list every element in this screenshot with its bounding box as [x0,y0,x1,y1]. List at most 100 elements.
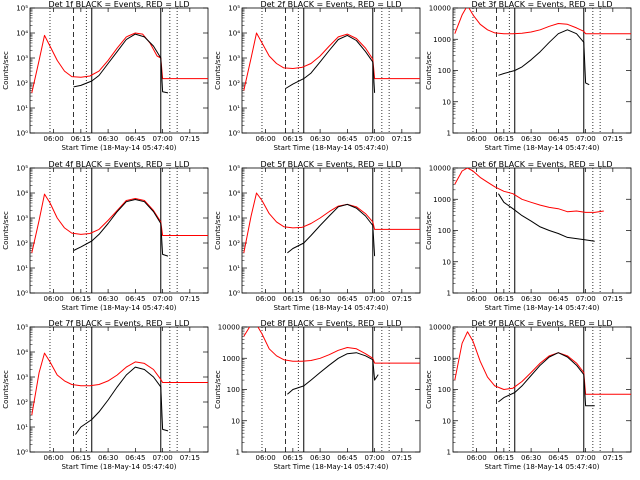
x-tick-label: 07:15 [603,295,623,303]
lld-series-line [243,192,420,253]
y-tick-label: 10⁵ [16,324,28,332]
y-tick-label: 10¹ [16,105,28,113]
chart-title: Det 3f BLACK = Events, RED = LLD [471,0,612,9]
y-tick-label: 10⁴ [228,30,240,38]
y-tick-label: 10¹ [16,424,28,432]
x-tick-label: 06:15 [283,454,303,462]
x-tick-label: 06:00 [467,295,487,303]
events-series-line [73,33,169,94]
x-axis-label: Start Time (18-May-14 05:47:40) [273,144,388,152]
y-tick-label: 10⁴ [16,349,28,357]
y-tick-label: 10² [16,399,28,407]
x-tick-label: 06:00 [467,135,487,143]
y-tick-label: 1000 [433,196,451,204]
x-tick-label: 07:00 [575,454,595,462]
chart-panel: Det 5f BLACK = Events, RED = LLD 06:00 06:… [214,160,421,312]
y-tick-label: 10¹ [228,105,240,113]
x-tick-label: 07:00 [364,295,384,303]
x-tick-label: 06:00 [256,135,276,143]
chart-title: Det 4f BLACK = Events, RED = LLD [48,160,189,169]
y-tick-label: 10000 [429,5,451,13]
y-tick-label: 10 [442,98,451,106]
x-tick-label: 06:45 [337,454,357,462]
y-tick-label: 10³ [228,55,240,63]
x-axis-label: Start Time (18-May-14 05:47:40) [484,304,599,312]
x-tick-label: 07:00 [364,135,384,143]
x-tick-label: 07:15 [603,454,623,462]
y-tick-label: 10³ [228,215,240,223]
x-tick-label: 07:15 [603,135,623,143]
x-tick-label: 06:15 [283,135,303,143]
y-tick-label: 10000 [218,324,240,332]
x-tick-label: 07:00 [575,295,595,303]
x-tick-label: 07:15 [180,295,200,303]
y-tick-label: 10³ [16,215,28,223]
x-tick-label: 06:30 [98,295,118,303]
x-tick-label: 06:45 [548,295,568,303]
y-tick-label: 10⁰ [16,449,28,457]
y-tick-label: 10¹ [16,265,28,273]
x-tick-label: 06:45 [337,295,357,303]
events-series-line [497,193,595,242]
x-tick-label: 06:30 [98,454,118,462]
y-axis-label: Counts/sec [214,370,222,409]
x-axis-label: Start Time (18-May-14 05:47:40) [61,144,176,152]
series-group [454,8,631,86]
y-tick-label: 10⁴ [228,190,240,198]
series-group [31,352,208,435]
x-tick-label: 06:45 [548,454,568,462]
plot-frame [29,167,209,294]
y-tick-label: 10 [231,417,240,425]
chart-title: Det 6f BLACK = Events, RED = LLD [471,160,612,169]
x-axis-label: Start Time (18-May-14 05:47:40) [484,463,599,471]
plot-frame [241,7,421,134]
x-axis-label: Start Time (18-May-14 05:47:40) [61,463,176,471]
x-tick-label: 06:00 [467,454,487,462]
plot-frame [29,326,209,453]
events-series-line [74,366,169,435]
y-tick-label: 10⁴ [16,30,28,38]
events-series-line [498,29,590,86]
x-tick-label: 06:30 [310,454,330,462]
y-tick-label: 1 [447,130,451,138]
y-axis-label: Counts/sec [425,51,433,90]
y-tick-label: 10³ [16,55,28,63]
x-tick-label: 06:00 [256,295,276,303]
x-axis-label: Start Time (18-May-14 05:47:40) [273,304,388,312]
x-tick-label: 07:15 [180,454,200,462]
series-group [454,331,631,407]
series-group [243,327,420,395]
lld-series-line [243,32,420,91]
series-group [31,193,208,257]
chart-panel: Det 9f BLACK = Events, RED = LLD 06:00 06:… [425,319,632,471]
chart-panel: Det 8f BLACK = Events, RED = LLD 06:00 06:… [214,319,421,471]
y-axis-label: Counts/sec [425,370,433,409]
y-tick-label: 1000 [222,355,240,363]
plot-frame [29,7,209,134]
chart-panel: Det 7f BLACK = Events, RED = LLD 06:00 06:… [2,319,209,471]
y-tick-label: 100 [227,386,240,394]
panel-grid: Det 1f BLACK = Events, RED = LLD 06:00 06:… [2,0,632,471]
y-tick-label: 10⁴ [16,190,28,198]
chart-panel: Det 2f BLACK = Events, RED = LLD 06:00 06:… [214,0,421,152]
chart-panel: Det 6f BLACK = Events, RED = LLD 06:00 06:… [425,160,632,312]
x-tick-label: 06:30 [310,135,330,143]
lld-series-line [243,327,420,364]
y-tick-label: 100 [438,67,451,75]
x-tick-label: 06:15 [71,135,91,143]
x-tick-label: 07:15 [392,295,412,303]
x-tick-label: 06:00 [44,295,64,303]
chart-title: Det 8f BLACK = Events, RED = LLD [260,319,401,328]
series-group [454,168,604,242]
chart-title: Det 2f BLACK = Events, RED = LLD [260,0,401,9]
y-tick-label: 10⁰ [228,130,240,138]
y-tick-label: 10¹ [228,265,240,273]
chart-title: Det 9f BLACK = Events, RED = LLD [471,319,612,328]
x-tick-label: 06:15 [71,295,91,303]
lld-series-line [454,8,631,35]
y-tick-label: 10⁵ [16,165,28,173]
lld-series-line [454,331,631,395]
x-tick-label: 06:15 [283,295,303,303]
series-group [243,32,420,93]
